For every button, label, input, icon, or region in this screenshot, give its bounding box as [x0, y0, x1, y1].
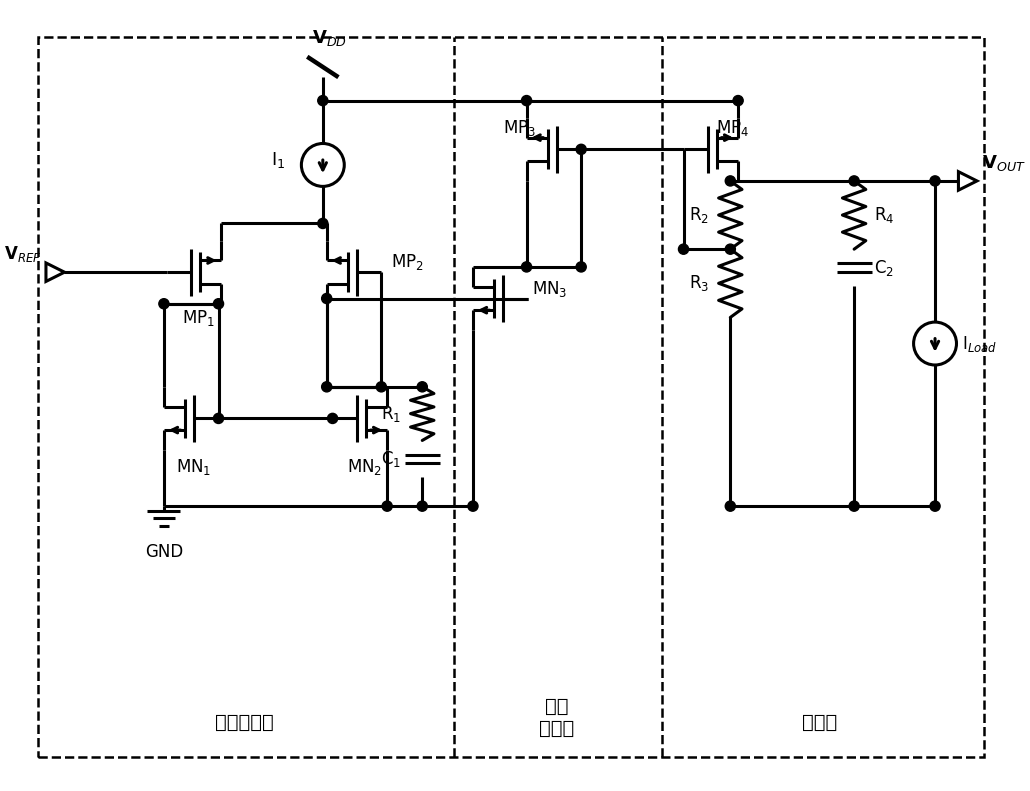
Circle shape	[317, 218, 328, 229]
Text: I$_{Load}$: I$_{Load}$	[962, 334, 998, 354]
Text: 第二
增益级: 第二 增益级	[539, 697, 575, 738]
Text: V$_{DD}$: V$_{DD}$	[312, 28, 347, 48]
Text: R$_4$: R$_4$	[873, 205, 894, 225]
Circle shape	[521, 96, 531, 106]
Circle shape	[321, 293, 332, 304]
Text: MP$_1$: MP$_1$	[181, 308, 214, 328]
Text: R$_3$: R$_3$	[689, 274, 709, 293]
Circle shape	[576, 144, 586, 154]
Circle shape	[317, 96, 328, 106]
Circle shape	[733, 96, 744, 106]
Circle shape	[930, 501, 940, 511]
Circle shape	[725, 501, 735, 511]
Text: 输出级: 输出级	[802, 713, 837, 732]
Circle shape	[376, 382, 386, 392]
Text: MN$_2$: MN$_2$	[347, 457, 382, 478]
Circle shape	[468, 501, 478, 511]
Circle shape	[159, 299, 169, 308]
Text: V$_{REF}$: V$_{REF}$	[4, 244, 41, 264]
Circle shape	[849, 501, 859, 511]
Text: MN$_1$: MN$_1$	[176, 457, 212, 478]
Text: MP$_4$: MP$_4$	[716, 118, 749, 138]
Text: C$_2$: C$_2$	[873, 258, 894, 278]
Text: V$_{OUT}$: V$_{OUT}$	[982, 153, 1026, 173]
Circle shape	[382, 501, 392, 511]
Text: MN$_3$: MN$_3$	[533, 278, 568, 299]
Text: MP$_2$: MP$_2$	[391, 252, 424, 272]
Circle shape	[328, 414, 338, 423]
Circle shape	[417, 382, 427, 392]
Circle shape	[213, 299, 224, 308]
Text: R$_1$: R$_1$	[381, 403, 401, 424]
Text: R$_2$: R$_2$	[689, 205, 709, 225]
Circle shape	[725, 176, 735, 186]
Circle shape	[725, 244, 735, 254]
Text: C$_1$: C$_1$	[381, 449, 401, 469]
Circle shape	[521, 262, 531, 272]
Circle shape	[213, 414, 224, 423]
Text: GND: GND	[145, 543, 183, 561]
Circle shape	[576, 262, 586, 272]
Circle shape	[849, 176, 859, 186]
Circle shape	[321, 382, 332, 392]
Circle shape	[417, 501, 427, 511]
Circle shape	[930, 176, 940, 186]
Text: I$_1$: I$_1$	[272, 150, 285, 170]
Text: MP$_3$: MP$_3$	[504, 118, 537, 138]
Circle shape	[679, 244, 689, 254]
Text: 第一增益级: 第一增益级	[215, 713, 274, 732]
